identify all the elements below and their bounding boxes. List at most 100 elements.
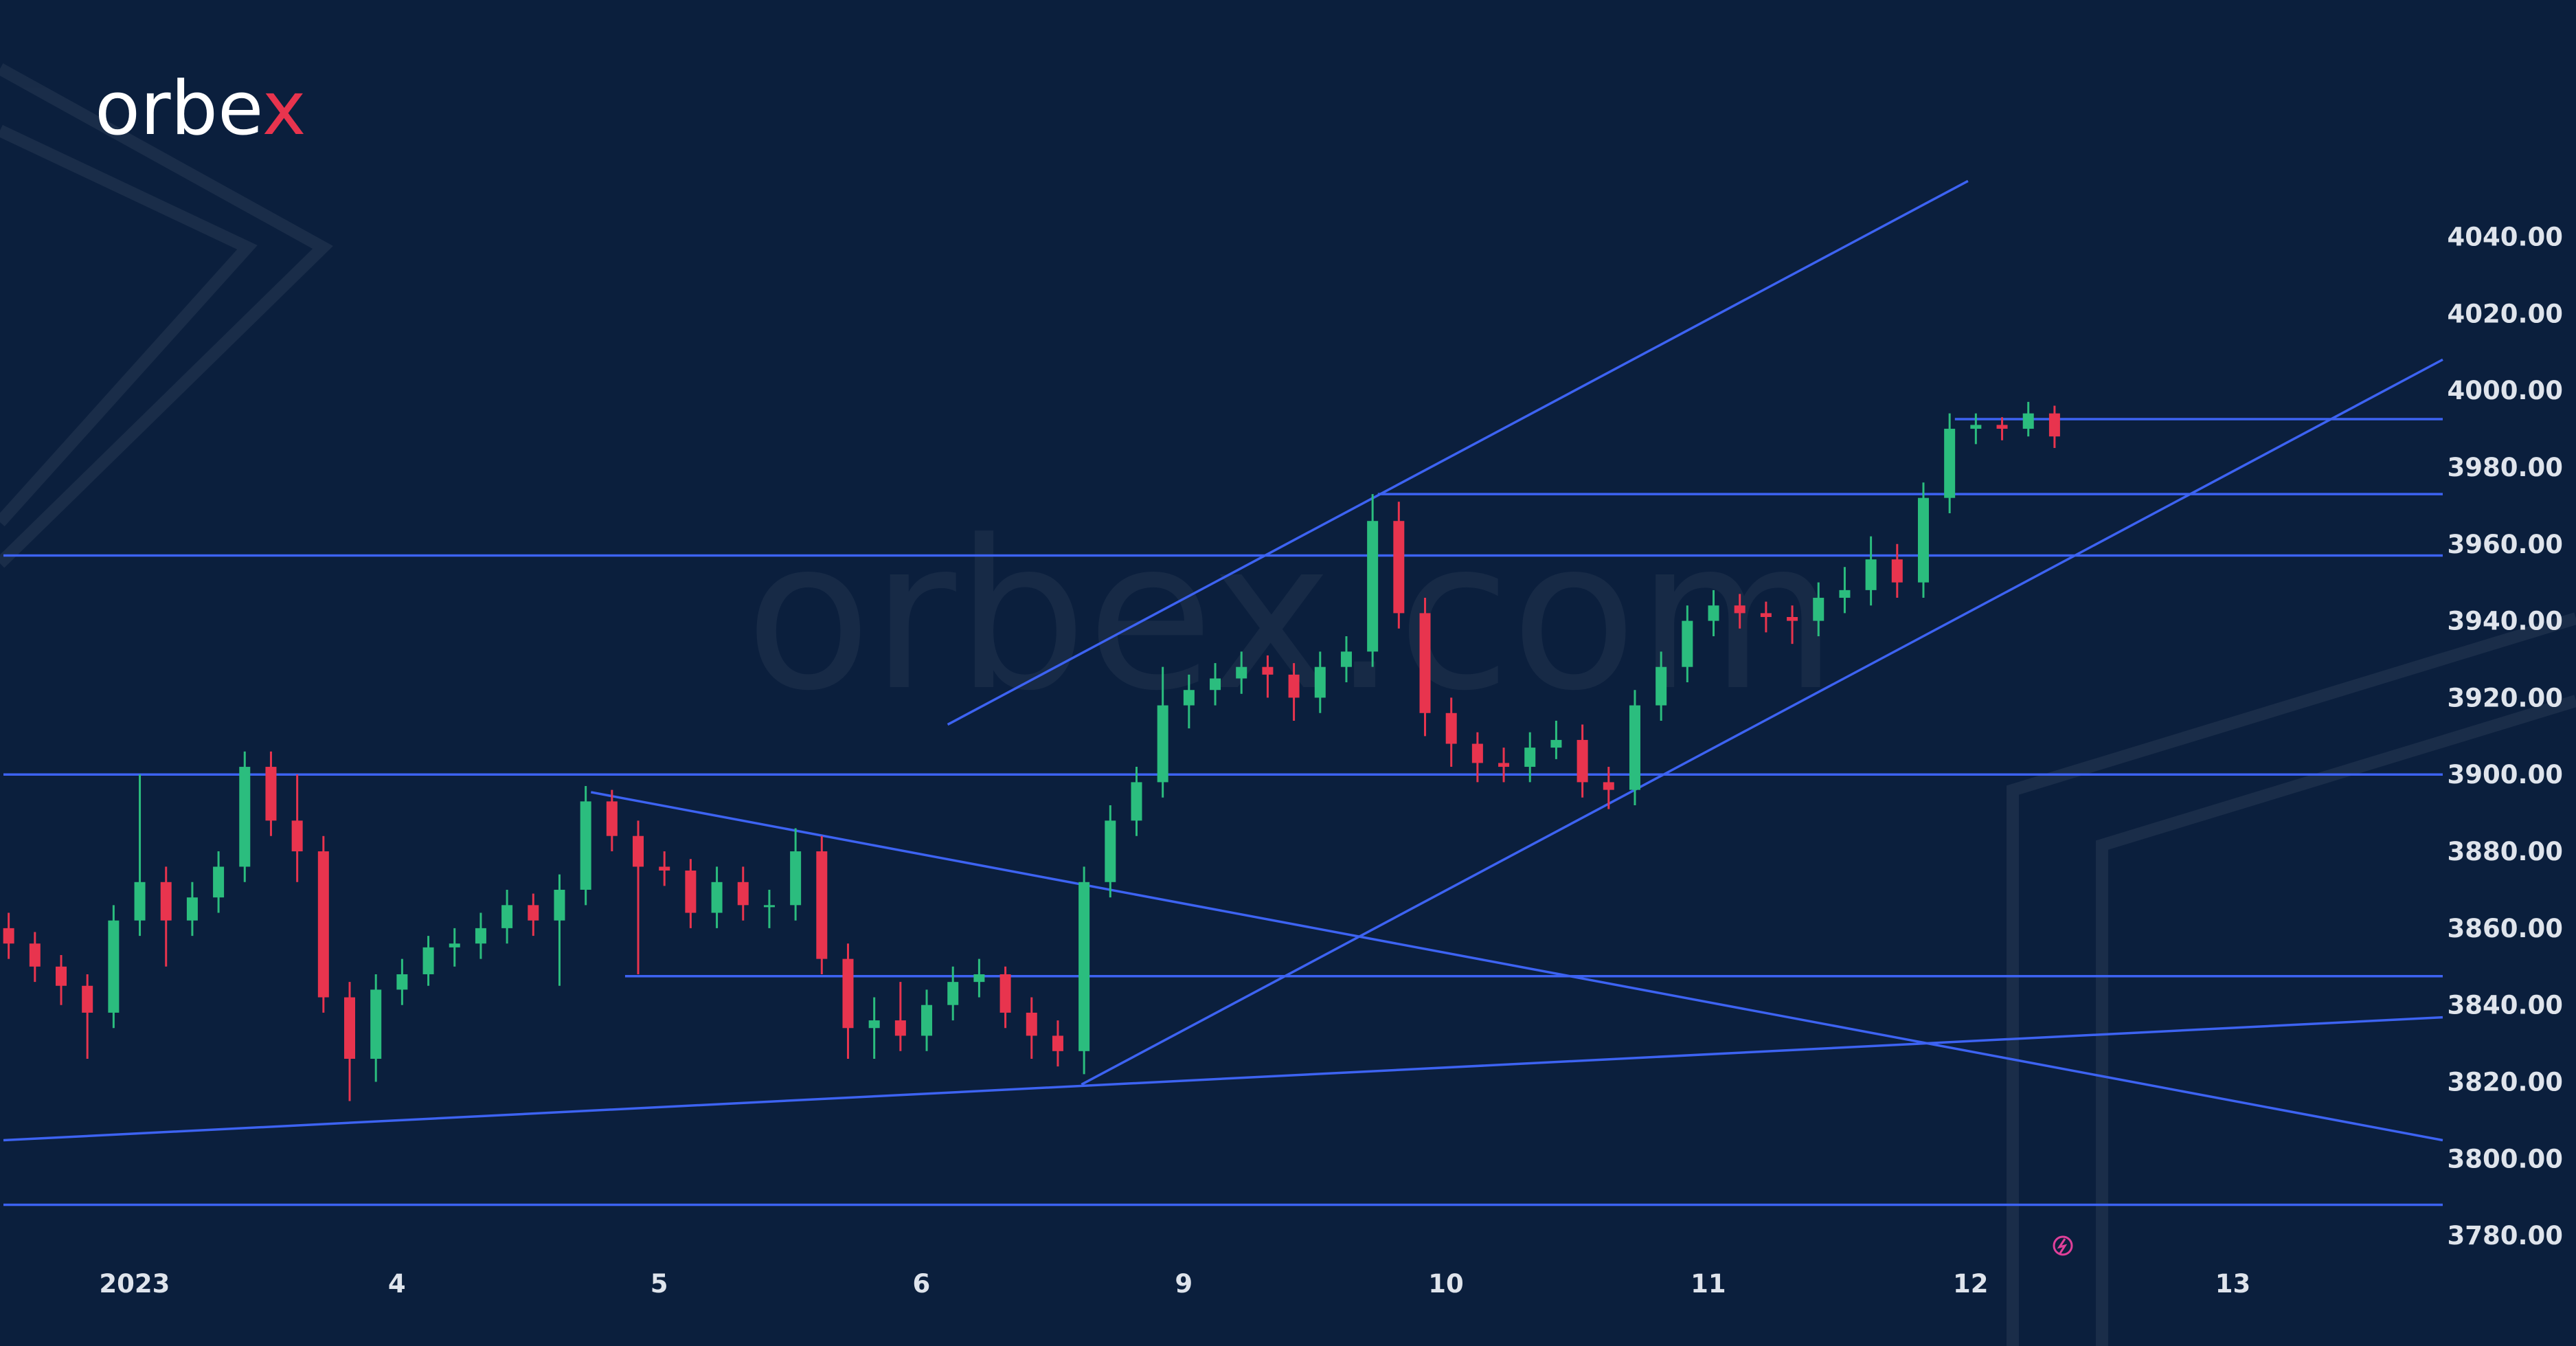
candle-body xyxy=(1550,739,1562,748)
candle-body xyxy=(973,974,985,983)
candle-body xyxy=(868,1020,880,1029)
candle-body xyxy=(2048,413,2060,437)
candle-body xyxy=(816,851,828,959)
x-tick-label: 12 xyxy=(1953,1269,1989,1299)
candle-body xyxy=(1891,559,1903,583)
y-tick-label: 4020.00 xyxy=(2447,299,2563,328)
y-tick-label: 3920.00 xyxy=(2447,683,2563,713)
y-tick-label: 3840.00 xyxy=(2447,991,2563,1020)
candle-body xyxy=(1105,820,1116,882)
candle-body xyxy=(554,889,565,921)
y-tick-label: 3900.00 xyxy=(2447,760,2563,789)
logo: orbex xyxy=(95,66,306,152)
candle-body xyxy=(1656,666,1667,706)
candle-body xyxy=(1419,613,1431,713)
watermark: orbex.com xyxy=(745,496,1838,736)
candle-body xyxy=(1524,748,1536,767)
candle-body xyxy=(1288,674,1300,698)
candle-body xyxy=(1577,739,1588,783)
candle-body xyxy=(1996,425,2008,429)
candle-body xyxy=(606,801,618,836)
candle-body xyxy=(1340,651,1352,667)
trend-line xyxy=(1081,358,2443,1086)
candle-body xyxy=(685,871,697,913)
decor xyxy=(0,63,2576,1346)
candle-body xyxy=(659,866,670,871)
alert-icon xyxy=(2053,1235,2073,1256)
candle-body xyxy=(186,897,198,921)
trend-line xyxy=(947,179,1969,726)
candle-body xyxy=(82,985,93,1013)
candle-body xyxy=(528,905,539,921)
candle-body xyxy=(449,943,460,947)
candle-body xyxy=(1183,690,1195,706)
candle-body xyxy=(291,820,303,852)
candle-body xyxy=(1445,713,1457,744)
candle-body xyxy=(1917,497,1929,583)
candle-body xyxy=(317,851,329,998)
candle-body xyxy=(1787,616,1798,621)
candle-body xyxy=(737,882,749,906)
candle-body xyxy=(921,1005,933,1036)
x-tick-label: 13 xyxy=(2215,1269,2251,1299)
candle-body xyxy=(1026,1012,1037,1036)
candle-body xyxy=(894,1020,906,1036)
candle-body xyxy=(1210,678,1221,691)
candle-body xyxy=(344,997,356,1059)
candle-body xyxy=(134,882,146,921)
candle-body xyxy=(422,947,434,974)
candle-body xyxy=(1314,666,1326,698)
candle-body xyxy=(947,982,959,1005)
candle-body xyxy=(1157,705,1168,783)
candle-body xyxy=(1393,521,1405,614)
candle-body xyxy=(763,905,775,908)
candle-body xyxy=(1944,429,1956,498)
candle-body xyxy=(1367,521,1379,652)
candle-body xyxy=(1970,425,1982,429)
y-tick-label: 3880.00 xyxy=(2447,837,2563,866)
y-tick-label: 3780.00 xyxy=(2447,1221,2563,1250)
candle-body xyxy=(3,928,14,944)
candle-body xyxy=(1078,882,1090,1051)
candle-body xyxy=(2022,413,2034,429)
candle-body xyxy=(1734,605,1745,614)
candle-body xyxy=(999,974,1011,1013)
y-tick-label: 3860.00 xyxy=(2447,914,2563,943)
y-tick-label: 3820.00 xyxy=(2447,1068,2563,1097)
candle-body xyxy=(1471,743,1483,763)
candle-body xyxy=(1682,620,1693,667)
candle-body xyxy=(265,767,277,821)
candle-body xyxy=(501,905,513,928)
y-tick-label: 3940.00 xyxy=(2447,607,2563,636)
plot: 3780.00 3800.00 3820.00 3840.00 3860.00 3880.… xyxy=(3,179,2563,1299)
logo-main: orbe xyxy=(95,66,262,152)
x-tick-label: 2023 xyxy=(99,1269,170,1299)
candle-body xyxy=(1262,666,1274,675)
candle-body xyxy=(1236,666,1247,679)
y-tick-label: 3960.00 xyxy=(2447,530,2563,559)
x-tick-label: 4 xyxy=(388,1269,406,1299)
logo-accent: x xyxy=(262,66,306,152)
trend-line xyxy=(3,1016,2443,1142)
candle-body xyxy=(1865,559,1877,590)
y-tick-label: 3980.00 xyxy=(2447,453,2563,482)
candle-body xyxy=(1498,763,1510,767)
x-tick-label: 6 xyxy=(913,1269,931,1299)
candle-body xyxy=(396,974,408,990)
candle-body xyxy=(1131,782,1142,821)
x-tick-label: 10 xyxy=(1428,1269,1464,1299)
y-tick-label: 4040.00 xyxy=(2447,222,2563,251)
candle-body xyxy=(160,882,172,921)
candle-body xyxy=(1052,1035,1063,1051)
candle-body xyxy=(842,958,854,1029)
candle-body xyxy=(1813,598,1824,621)
x-tick-label: 5 xyxy=(651,1269,668,1299)
candle-body xyxy=(1760,613,1772,617)
candle-body xyxy=(790,851,802,906)
candle-body xyxy=(239,767,251,867)
candle-body xyxy=(1708,605,1719,621)
candle-body xyxy=(580,801,591,890)
candle-body xyxy=(56,966,67,986)
